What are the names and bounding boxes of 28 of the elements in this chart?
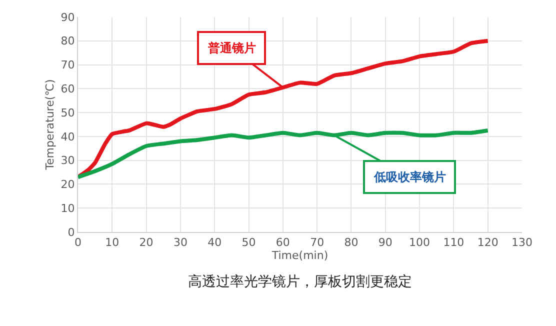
text: 普通镜片 [207,41,256,55]
y-tick-label: 10 [60,202,75,215]
y-tick-label: 50 [60,106,75,120]
y-tick-label: 30 [60,154,75,168]
text: 低吸收率镜片 [373,170,446,184]
x-tick-label: 80 [344,236,358,250]
x-tick-label: 20 [139,236,154,250]
y-tick-label: 70 [60,58,75,72]
x-tick-label: 130 [512,236,532,250]
x-tick-label: 40 [208,236,222,250]
text: 高透过率光学镜片，厚板切割更稳定 [188,274,412,290]
x-tick-label: 90 [378,236,392,250]
x-tick-label: 60 [276,236,290,250]
x-tick-label: 10 [105,236,120,250]
y-tick-label: 90 [60,10,75,24]
x-tick-label: 120 [477,236,498,250]
x-tick-label: 30 [173,236,188,250]
y-axis-title: Temperature(℃) [43,79,56,171]
y-tick-label: 20 [60,178,75,192]
x-tick-label: 70 [310,236,324,250]
x-tick-label: 100 [409,236,430,250]
y-tick-label: 60 [60,82,75,96]
x-tick-label: 50 [242,236,256,250]
y-tick-label: 0 [68,226,75,239]
x-tick-label: 110 [443,236,464,250]
x-axis-title: Time(min) [270,249,328,262]
y-tick-label: 80 [60,34,75,48]
y-tick-label: 40 [60,130,75,144]
